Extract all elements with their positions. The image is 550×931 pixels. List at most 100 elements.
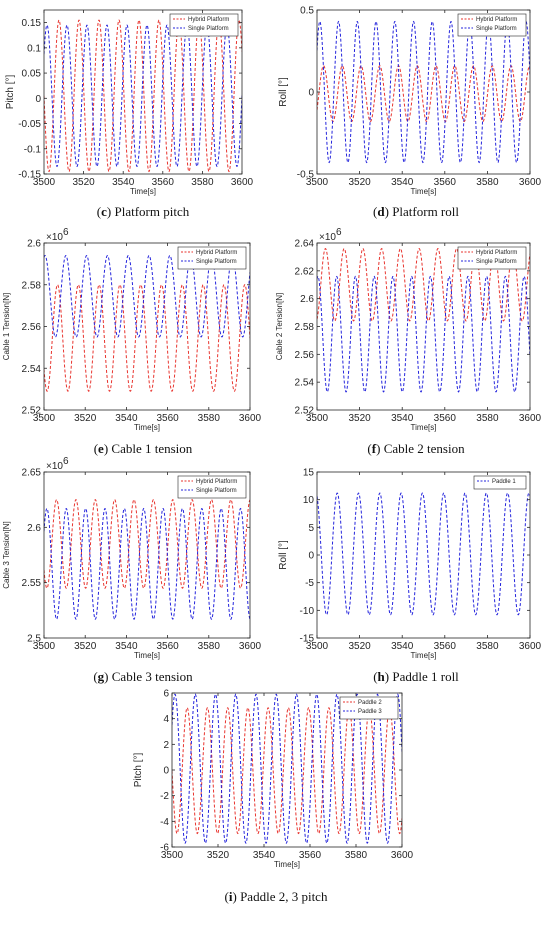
x-tick-label: 3600 (231, 177, 254, 188)
x-tick-label: 3560 (152, 177, 175, 188)
x-tick-label: 3520 (348, 413, 371, 424)
y-exponent-value: 6 (336, 227, 342, 238)
x-tick-label: 3500 (33, 413, 56, 424)
x-tick-label: 3600 (519, 641, 542, 652)
legend (473, 475, 527, 490)
x-tick-label: 3520 (207, 850, 230, 861)
x-tick-label: 3500 (161, 850, 184, 861)
y-tick-label: -4 (160, 817, 169, 828)
legend (457, 13, 527, 37)
legend-entry: Hybrid Platform (188, 17, 229, 23)
y-tick-label: 0.15 (22, 18, 42, 29)
legend (177, 475, 247, 499)
y-tick-label: 0.1 (27, 43, 41, 54)
x-tick-label: 3500 (306, 413, 329, 424)
y-tick-label: 0.5 (300, 6, 314, 17)
chart-panel-i: 3500 3520 3540 3560 3580 3600 -6 -4 -2 0 2 4 6 Time[s… (133, 689, 414, 905)
panel-caption: (f) Cable 2 tension (367, 441, 465, 456)
legend-entry: Paddle 3 (358, 709, 382, 715)
x-tick-label: 3560 (434, 641, 457, 652)
chart-panel-d: 3500 3520 3540 3560 3580 3600 -0.5 0 0.5 Time[s] R… (278, 6, 542, 220)
x-axis-label: Time[s] (274, 860, 300, 869)
x-tick-label: 3600 (239, 641, 262, 652)
y-exponent-label: ×10 (46, 232, 63, 243)
y-tick-label: -10 (300, 606, 315, 617)
series-line-1 (44, 499, 250, 589)
caption-text: Cable 1 tension (108, 441, 193, 456)
x-tick-label: 3500 (33, 641, 56, 652)
x-tick-label: 3600 (391, 850, 414, 861)
y-exponent-label: ×10 (319, 232, 336, 243)
y-tick-label: -15 (300, 634, 315, 645)
y-tick-label: 15 (303, 468, 315, 479)
x-tick-label: 3540 (112, 177, 135, 188)
legend-entry: Single Platform (196, 488, 237, 494)
series-line-1 (317, 65, 530, 123)
chart-panel-e: 3500 3520 3540 3560 3580 3600 2.52 2.54 2.56 2.58… (2, 227, 262, 456)
panel-caption: (d) Platform roll (373, 204, 459, 219)
y-tick-label: 2.55 (22, 578, 42, 589)
y-tick-label: 2.56 (22, 322, 42, 333)
y-tick-label: 6 (163, 689, 169, 700)
y-tick-label: 0 (308, 88, 314, 99)
series-line-2 (44, 24, 242, 168)
x-tick-label: 3600 (519, 177, 542, 188)
y-axis-label: Roll [°] (278, 77, 289, 107)
plot-area (317, 492, 530, 616)
y-tick-label: -2 (160, 791, 169, 802)
x-tick-label: 3600 (239, 413, 262, 424)
x-tick-label: 3580 (345, 850, 368, 861)
caption-text: Paddle 1 roll (389, 669, 459, 684)
x-axis-label: Time[s] (411, 187, 437, 196)
x-axis-label: Time[s] (134, 651, 160, 660)
series-line-1 (44, 284, 250, 392)
series-line-2 (172, 693, 402, 844)
legend-entry: Single Platform (476, 259, 517, 265)
x-tick-label: 3560 (434, 413, 457, 424)
y-exponent-label: ×10 (46, 461, 63, 472)
y-tick-label: 2.52 (22, 406, 42, 417)
x-tick-label: 3540 (391, 413, 414, 424)
panel-caption: (c) Platform pitch (97, 204, 190, 219)
series-line-2 (317, 275, 530, 393)
y-axis-label: Pitch [°] (5, 75, 16, 110)
y-tick-label: 0 (308, 551, 314, 562)
x-tick-label: 3580 (198, 413, 221, 424)
legend-entry: Paddle 2 (358, 700, 382, 706)
x-tick-label: 3540 (253, 850, 276, 861)
x-tick-label: 3580 (191, 177, 214, 188)
x-tick-label: 3560 (434, 177, 457, 188)
panel-caption: (h) Paddle 1 roll (373, 669, 459, 684)
y-tick-label: 2.5 (27, 634, 41, 645)
x-tick-label: 3580 (198, 641, 221, 652)
series-line-1 (172, 707, 402, 835)
x-axis-label: Time[s] (130, 187, 156, 196)
caption-letter: g (98, 669, 105, 684)
y-tick-label: 2.6 (300, 294, 314, 305)
y-tick-label: 2 (163, 740, 169, 751)
caption-text: Cable 2 tension (380, 441, 465, 456)
caption-text: Cable 3 tension (109, 669, 194, 684)
x-tick-label: 3560 (156, 641, 179, 652)
y-tick-label: -0.5 (297, 170, 315, 181)
x-tick-label: 3520 (348, 177, 371, 188)
series-line-2 (44, 507, 250, 620)
y-tick-label: 0.05 (22, 69, 42, 80)
y-tick-label: -0.05 (18, 119, 41, 130)
x-tick-label: 3540 (115, 641, 138, 652)
panel-caption: (g) Cable 3 tension (93, 669, 193, 684)
y-tick-label: 2.65 (22, 468, 42, 479)
legend-entry: Hybrid Platform (196, 479, 237, 485)
plot-area (44, 19, 242, 173)
legend-entry: Hybrid Platform (476, 17, 517, 23)
y-tick-label: 2.56 (295, 350, 315, 361)
plot-area (317, 20, 530, 164)
y-tick-label: -5 (305, 578, 314, 589)
legend-entry: Single Platform (196, 259, 237, 265)
y-exponent-value: 6 (63, 227, 69, 238)
y-tick-label: 2.64 (295, 239, 315, 250)
y-tick-label: 2.54 (22, 364, 42, 375)
x-tick-label: 3580 (476, 177, 499, 188)
legend (169, 13, 239, 37)
